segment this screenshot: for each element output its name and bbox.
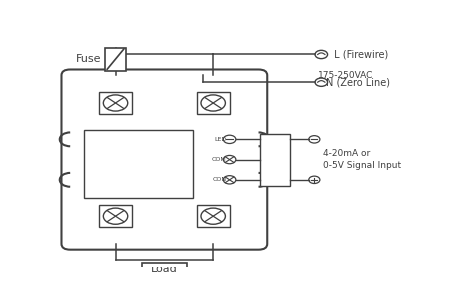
Bar [142, 263, 187, 276]
Text: Load: Load [151, 264, 178, 274]
Text: Fuse: Fuse [76, 54, 102, 64]
Bar [197, 205, 230, 227]
Text: COM: COM [212, 157, 226, 162]
Text: 4-20mA or
0-5V Signal Input: 4-20mA or 0-5V Signal Input [324, 149, 401, 170]
Text: N (Zero Line): N (Zero Line) [326, 77, 390, 87]
Bar [99, 92, 132, 114]
Bar [99, 205, 132, 227]
Text: CON: CON [212, 177, 226, 182]
Bar [260, 134, 290, 186]
Bar [105, 47, 126, 70]
Bar [84, 130, 194, 198]
Text: 175-250VAC: 175-250VAC [318, 71, 373, 80]
FancyBboxPatch shape [62, 70, 267, 250]
Text: L (Firewire): L (Firewire) [331, 50, 388, 59]
Bar [197, 92, 230, 114]
Text: LED: LED [214, 137, 226, 142]
